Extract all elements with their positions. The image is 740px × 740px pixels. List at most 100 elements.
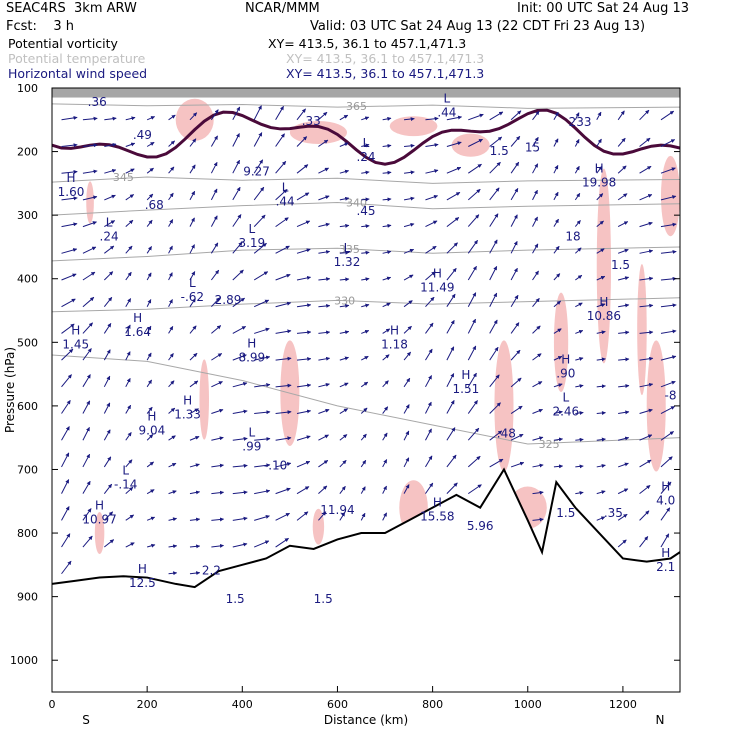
wind-arrow <box>467 292 477 307</box>
wind-arrow <box>125 377 131 388</box>
wind-arrow <box>275 133 285 147</box>
wind-arrow <box>404 143 415 148</box>
wind-arrow <box>404 117 415 122</box>
extremum-value: .44 <box>437 106 456 120</box>
wind-arrow <box>168 326 174 334</box>
extremum-marker: L <box>122 464 129 478</box>
wind-arrow <box>446 242 458 254</box>
wind-arrow <box>553 437 564 442</box>
wind-arrow <box>339 434 348 441</box>
wind-arrow <box>446 346 455 361</box>
wind-arrow <box>104 194 116 201</box>
wind-arrow <box>425 169 439 174</box>
wind-arrow <box>296 460 311 468</box>
wind-arrow <box>382 485 387 494</box>
wind-arrow <box>575 437 584 442</box>
wind-arrow <box>82 296 95 308</box>
wind-arrow <box>147 543 156 548</box>
wind-arrow <box>339 408 348 414</box>
wind-arrow <box>639 221 653 228</box>
wind-arrow <box>660 380 676 388</box>
extremum-marker: L <box>444 92 451 106</box>
wind-arrow <box>467 372 477 388</box>
wind-arrow <box>532 353 542 361</box>
field-name-wind: Horizontal wind speed <box>8 66 148 81</box>
wind-arrow <box>296 303 312 308</box>
wind-arrow <box>446 373 455 388</box>
wind-arrow <box>339 169 350 174</box>
wind-arrow <box>532 517 544 522</box>
wind-arrow <box>61 196 78 201</box>
wind-arrow <box>168 245 173 254</box>
field-xy-wind: XY= 413.5, 36.1 to 457.1,471.3 <box>286 66 485 81</box>
wind-arrow <box>596 248 605 254</box>
wind-arrow <box>425 271 436 281</box>
wind-arrow <box>639 382 654 388</box>
wind-arrow <box>639 408 653 415</box>
wind-arrow <box>618 436 630 441</box>
wind-arrow <box>125 542 135 548</box>
wind-arrow <box>553 138 559 147</box>
wind-arrow <box>425 194 439 201</box>
wind-arrow <box>660 507 671 521</box>
wind-arrow <box>596 275 606 281</box>
wind-arrow <box>425 482 434 494</box>
extremum-marker: H <box>599 295 608 309</box>
wind-arrow <box>382 116 392 121</box>
wind-arrow <box>553 410 563 415</box>
wind-arrow <box>211 490 224 495</box>
wind-arrow <box>104 142 117 147</box>
extremum-value: 11.49 <box>420 280 454 294</box>
wind-arrow <box>254 383 271 388</box>
wind-arrow <box>468 113 484 121</box>
extremum-value: -.14 <box>114 478 137 492</box>
wind-arrow <box>467 455 481 468</box>
wind-arrow <box>467 318 476 334</box>
wind-arrow <box>146 141 155 147</box>
wind-arrow <box>639 434 653 441</box>
wind-arrow <box>510 433 524 441</box>
wind-arrow <box>510 267 518 281</box>
wind-arrow <box>618 410 630 415</box>
wind-arrow <box>61 115 78 121</box>
extremum-value: 1.5 <box>226 592 245 606</box>
extremum-marker: H <box>133 311 142 325</box>
wind-arrow <box>189 463 200 468</box>
theta-line <box>52 246 680 262</box>
wind-arrow <box>639 165 652 174</box>
pv-patch <box>660 155 680 237</box>
extremum-value: 1.32 <box>334 255 361 269</box>
extremum-value: 1.5 <box>556 506 575 520</box>
wind-arrow <box>254 355 271 361</box>
wind-arrow <box>339 250 350 255</box>
x-tick-label: 200 <box>137 698 158 711</box>
wind-arrow <box>125 245 133 254</box>
wind-arrow <box>467 427 480 441</box>
wind-arrow <box>596 303 606 308</box>
wind-arrow <box>232 269 244 281</box>
wind-arrow <box>82 116 98 121</box>
wind-arrow <box>296 192 310 201</box>
wind-arrow <box>639 303 654 308</box>
wind-arrow <box>168 166 175 174</box>
extremum-value: 2.2 <box>202 563 221 577</box>
extremum-value: 1.5 <box>490 144 509 158</box>
wind-arrow <box>596 490 606 495</box>
y-tick-label: 100 <box>17 82 38 95</box>
wind-arrow <box>639 137 651 147</box>
wind-arrow <box>532 297 540 308</box>
field-xy-pv: XY= 413.5, 36.1 to 457.1,471.3 <box>268 36 467 51</box>
wind-arrow <box>253 271 269 281</box>
wind-arrow <box>489 292 498 307</box>
wind-arrow <box>425 143 439 148</box>
y-tick-label: 1000 <box>10 654 38 667</box>
wind-arrow <box>61 479 70 494</box>
pv-contour <box>52 108 680 166</box>
wind-arrow <box>425 348 433 361</box>
wind-arrow <box>425 455 433 468</box>
wind-arrow <box>318 167 329 174</box>
pv-patch <box>86 181 94 224</box>
wind-arrow <box>532 270 539 281</box>
wind-arrow <box>146 272 152 281</box>
wind-arrow <box>103 429 111 441</box>
